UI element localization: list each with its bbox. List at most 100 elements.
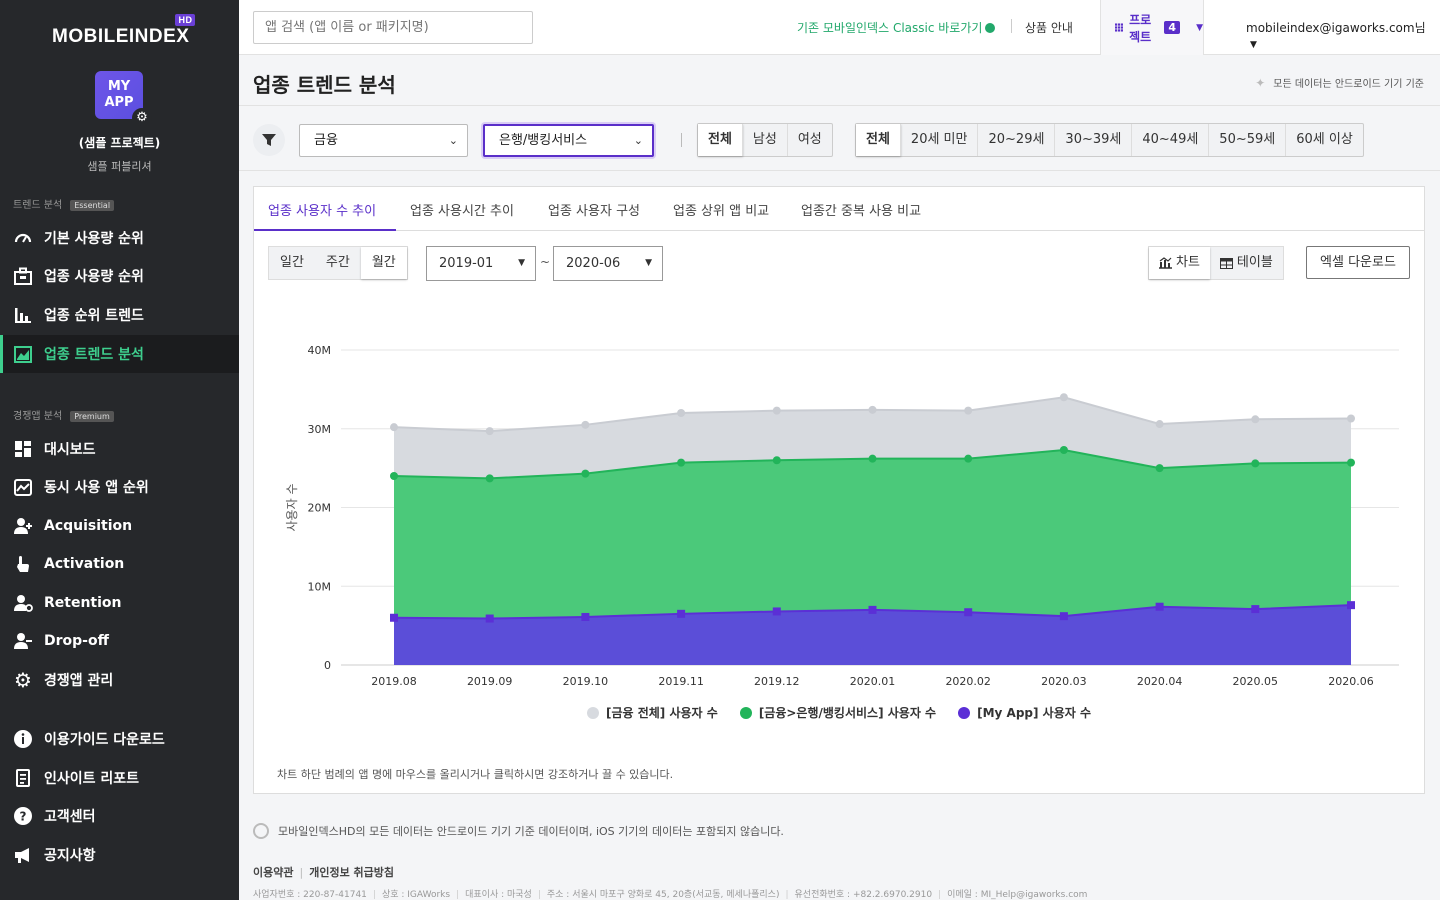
data-point — [581, 469, 590, 478]
y-tick-label: 10M — [308, 580, 332, 593]
data-point — [1155, 420, 1164, 429]
chart-card: 업종 사용자 수 추이 업종 사용시간 추이 업종 사용자 구성 업종 상위 앱… — [253, 186, 1425, 794]
hd-badge: HD — [175, 14, 196, 26]
project-app-icon[interactable]: MY APP ⚙ — [95, 71, 152, 128]
app-search-input[interactable] — [253, 11, 533, 44]
chart-legend: [금융 전체] 사용자 수 [금융>은행/뱅킹서비스] 사용자 수 [My App]… — [254, 704, 1424, 721]
x-tick-label: 2019.11 — [658, 675, 704, 688]
sidebar-item-activation[interactable]: Activation — [0, 545, 239, 583]
category-select[interactable]: 금융 ⌄ — [299, 124, 468, 157]
table-view-button[interactable]: 테이블 — [1210, 247, 1283, 279]
classic-link[interactable]: 기존 모바일인덱스 Classic 바로가기 — [797, 19, 996, 36]
x-tick-label: 2019.10 — [563, 675, 609, 688]
chevron-down-icon: ⌄ — [448, 134, 458, 147]
footer-business-info: 사업자번호 : 220-87-41741 | 상호 : IGAWorks | 대표이사 … — [253, 890, 1088, 900]
user-count-area-chart: 0 10M 20M 30M 40M 사용자 수 2019.08 2019.09 2019.10 2… — [285, 344, 1399, 688]
start-date-select[interactable]: 2019-01 ▼ — [426, 246, 536, 281]
y-tick-label: 40M — [308, 344, 332, 357]
sidebar-item-concurrent-app-rank[interactable]: 동시 사용 앱 순위 — [0, 468, 239, 506]
legend-item[interactable]: [My App] 사용자 수 — [958, 704, 1091, 721]
project-menu-button[interactable]: 프로젝트 4 ▼ — [1100, 0, 1204, 55]
sidebar-item-drop-off[interactable]: Drop-off — [0, 622, 239, 660]
age-option[interactable]: 60세 이상 — [1296, 132, 1353, 147]
gender-option[interactable]: 여성 — [797, 132, 822, 147]
y-tick-label: 20M — [308, 502, 332, 515]
age-option[interactable]: 40~49세 — [1132, 124, 1210, 156]
data-point — [1347, 601, 1355, 610]
analysis-tabs: 업종 사용자 수 추이 업종 사용시간 추이 업종 사용자 구성 업종 상위 앱… — [254, 187, 1424, 231]
caret-down-icon: ▼ — [518, 258, 525, 268]
android-icon: ✦ — [1255, 76, 1266, 90]
sidebar-item-industry-rank-trend[interactable]: 업종 순위 트렌드 — [0, 296, 239, 334]
business-info-item: 사업자번호 : 220-87-41741 — [253, 890, 367, 900]
excel-download-button[interactable]: 엑셀 다운로드 — [1306, 246, 1410, 279]
period-monthly[interactable]: 월간 — [360, 247, 407, 279]
x-tick-label: 2020.02 — [945, 675, 991, 688]
sidebar-item-notice[interactable]: 공지사항 — [0, 836, 239, 874]
subcategory-select[interactable]: 은행/뱅킹서비스 ⌄ — [483, 124, 654, 157]
sidebar-item-industry-trend-analysis[interactable]: 업종 트렌드 분석 — [0, 335, 239, 373]
tab-user-composition[interactable]: 업종 사용자 구성 — [548, 204, 640, 219]
period-weekly[interactable]: 주간 — [325, 255, 350, 270]
age-option[interactable]: 20~29세 — [978, 124, 1056, 156]
data-point — [1059, 612, 1068, 621]
x-tick-label: 2020.05 — [1233, 675, 1279, 688]
sidebar-item-retention[interactable]: Retention — [0, 584, 239, 622]
legend-item[interactable]: [금융>은행/뱅킹서비스] 사용자 수 — [739, 704, 936, 721]
user-account-menu[interactable]: mobileindex@igaworks.com님 ▼ — [1246, 21, 1426, 50]
sidebar-item-acquisition[interactable]: Acquisition — [0, 507, 239, 545]
age-option[interactable]: 50~59세 — [1209, 124, 1287, 156]
data-point — [868, 454, 877, 463]
gender-option[interactable]: 전체 — [698, 124, 743, 156]
question-icon: ? — [13, 806, 33, 826]
divider — [239, 170, 1440, 171]
age-option[interactable]: 30~39세 — [1055, 124, 1133, 156]
y-tick-label: 0 — [324, 659, 331, 672]
gender-option[interactable]: 남성 — [743, 124, 788, 156]
caret-down-icon: ▼ — [1196, 22, 1203, 33]
age-option[interactable]: 전체 — [856, 124, 901, 156]
mobileindex-logo[interactable]: MOBILEINDEX HD — [52, 14, 196, 48]
legend-dot — [586, 706, 599, 719]
business-info-item: 유선전화번호 : +82.2.6970.2910 — [794, 890, 933, 900]
data-point — [581, 420, 590, 429]
legend-item[interactable]: [금융 전체] 사용자 수 — [586, 704, 718, 721]
filter-funnel-icon[interactable] — [253, 124, 285, 156]
tab-cross-usage-compare[interactable]: 업종간 중복 사용 비교 — [801, 204, 922, 219]
data-point — [485, 614, 494, 623]
data-point — [772, 456, 781, 465]
tab-user-count-trend[interactable]: 업종 사용자 수 추이 — [268, 204, 377, 219]
dashboard-icon — [13, 439, 33, 459]
hand-pointer-icon — [13, 554, 33, 574]
data-point — [1347, 458, 1355, 467]
data-point — [1251, 605, 1260, 614]
business-info-item: 대표이사 : 마국성 — [465, 890, 532, 900]
sidebar-item-basic-usage-rank[interactable]: 기본 사용량 순위 — [0, 219, 239, 257]
tab-top-app-compare[interactable]: 업종 상위 앱 비교 — [673, 204, 770, 219]
project-settings-icon[interactable]: ⚙ — [132, 108, 152, 128]
sidebar-item-dashboard[interactable]: 대시보드 — [0, 430, 239, 468]
arrow-circle-icon — [985, 23, 996, 33]
chart-view-button[interactable]: 차트 — [1149, 247, 1210, 279]
sidebar-item-insight-report[interactable]: 인사이트 리포트 — [0, 759, 239, 797]
terms-link[interactable]: 이용약관 — [253, 866, 294, 879]
data-point — [677, 458, 686, 467]
date-range-tilde: ~ — [540, 255, 551, 269]
sidebar-item-industry-usage-rank[interactable]: 업종 사용량 순위 — [0, 257, 239, 295]
x-tick-label: 2020.04 — [1137, 675, 1183, 688]
end-date-select[interactable]: 2020-06 ▼ — [553, 246, 663, 281]
sidebar-item-competitor-manage[interactable]: ⚙ 경쟁앱 관리 — [14, 668, 114, 692]
sidebar-item-customer-center[interactable]: ? 고객센터 — [0, 797, 239, 835]
tab-usage-time-trend[interactable]: 업종 사용시간 추이 — [410, 204, 514, 219]
user-refresh-icon — [13, 593, 33, 613]
gender-filter: 전체 남성 여성 — [697, 123, 833, 157]
product-info-link[interactable]: 상품 안내 — [1025, 21, 1073, 35]
data-point — [677, 409, 686, 417]
sidebar-item-guide-download[interactable]: 이용가이드 다운로드 — [0, 720, 239, 758]
privacy-link[interactable]: 개인정보 취급방침 — [309, 866, 394, 879]
period-daily[interactable]: 일간 — [280, 255, 304, 270]
info-circle-icon — [253, 823, 269, 839]
age-option[interactable]: 20세 미만 — [901, 124, 979, 156]
business-info-item: 이메일 : MI_Help@igaworks.com — [947, 890, 1088, 900]
footer-data-note: 모바일인덱스HD의 모든 데이터는 안드로이드 기기 기준 데이터이며, iOS… — [253, 823, 784, 839]
